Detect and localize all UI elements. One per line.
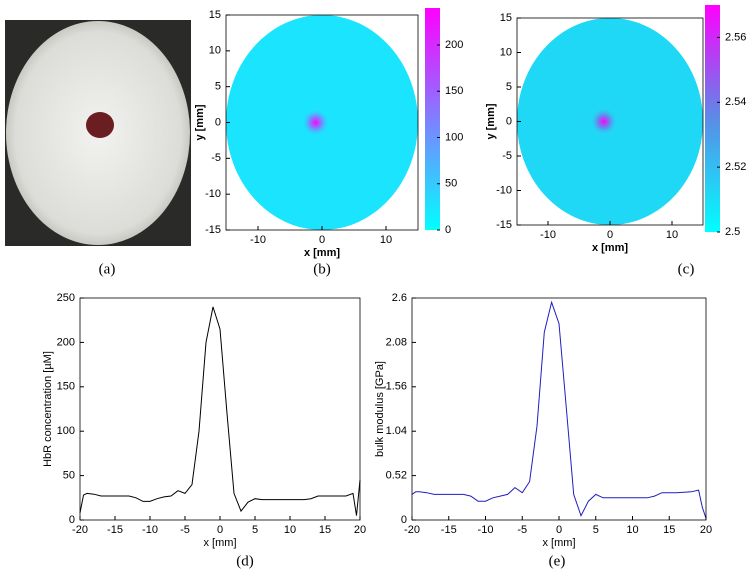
- x-tick-label: 20: [354, 524, 366, 536]
- x-tick-label: -20: [72, 524, 88, 536]
- y-tick-label: 15: [500, 12, 512, 24]
- colorbar-tick-label: 2.56: [725, 31, 746, 43]
- x-tick-label: -10: [250, 234, 266, 246]
- x-tick-label: 20: [700, 524, 712, 536]
- x-tick-label: -20: [404, 524, 420, 536]
- y-tick-label: 250: [57, 292, 75, 304]
- colorbar: [425, 8, 440, 230]
- colorbar-tick-label: 2.54: [725, 96, 746, 108]
- x-tick-label: -5: [180, 524, 190, 536]
- y-axis-label: bulk modulus [GPa]: [374, 361, 386, 457]
- caption: (c): [678, 261, 695, 277]
- y-tick-label: 0: [401, 514, 407, 526]
- data-line: [411, 300, 707, 519]
- caption: (a): [99, 261, 116, 277]
- x-tick-label: 0: [607, 229, 613, 241]
- y-tick-label: 200: [57, 336, 75, 348]
- colorbar-tick-label: 0: [445, 224, 451, 236]
- peak-spot: [589, 107, 618, 136]
- x-axis-label: x [mm]: [543, 537, 576, 549]
- x-tick-label: 10: [666, 229, 678, 241]
- y-tick-label: 100: [57, 425, 75, 437]
- y-tick-label: 50: [63, 470, 75, 482]
- y-axis-label: y [mm]: [194, 104, 206, 140]
- colorbar-tick-label: 2.52: [725, 161, 746, 173]
- x-axis-label: x [mm]: [204, 537, 237, 549]
- y-tick-label: 0: [69, 514, 75, 526]
- y-tick-label: -5: [502, 150, 512, 162]
- x-tick-label: 0: [217, 524, 223, 536]
- inclusion: [86, 112, 114, 138]
- x-tick-label: 5: [252, 524, 258, 536]
- y-tick-label: 0: [215, 116, 221, 128]
- y-tick-label: 2.6: [392, 292, 407, 304]
- y-tick-label: 2.08: [386, 336, 407, 348]
- peak-spot: [301, 108, 330, 137]
- x-tick-label: 10: [380, 234, 392, 246]
- x-axis-label: x [mm]: [592, 242, 628, 254]
- caption: (e): [549, 553, 566, 569]
- y-tick-label: 1.04: [386, 425, 407, 437]
- y-tick-label: -15: [205, 224, 221, 236]
- x-tick-label: 15: [663, 524, 675, 536]
- x-tick-label: 0: [556, 524, 562, 536]
- y-tick-label: -10: [205, 188, 221, 200]
- axes-box: [411, 297, 707, 521]
- y-axis-label: y [mm]: [485, 103, 497, 139]
- y-tick-label: 10: [500, 46, 512, 58]
- x-tick-label: -15: [441, 524, 457, 536]
- y-tick-label: 15: [209, 9, 221, 21]
- y-tick-label: 10: [209, 45, 221, 57]
- x-tick-label: -5: [517, 524, 527, 536]
- x-axis-label: x [mm]: [304, 247, 340, 259]
- x-tick-label: 5: [593, 524, 599, 536]
- x-tick-label: 15: [319, 524, 331, 536]
- y-axis-label: HbR concentration [µM]: [42, 351, 54, 467]
- colorbar: [705, 5, 720, 232]
- colorbar-tick-label: 2.5: [725, 226, 740, 238]
- x-tick-label: 10: [284, 524, 296, 536]
- x-tick-label: -15: [107, 524, 123, 536]
- x-tick-label: 0: [319, 234, 325, 246]
- y-tick-label: -5: [211, 152, 221, 164]
- photo: (a): [5, 20, 191, 277]
- y-tick-label: 150: [57, 381, 75, 393]
- colorbar-tick-label: 200: [445, 39, 463, 51]
- x-tick-label: 10: [626, 524, 638, 536]
- y-tick-label: -15: [496, 219, 512, 231]
- data-line: [79, 306, 361, 516]
- x-tick-label: -10: [142, 524, 158, 536]
- y-tick-label: 0.52: [386, 470, 407, 482]
- y-tick-label: 5: [215, 81, 221, 93]
- y-tick-label: 1.56: [386, 381, 407, 393]
- y-tick-label: 0: [506, 115, 512, 127]
- caption: (b): [313, 261, 331, 277]
- colorbar-tick-label: 100: [445, 131, 463, 143]
- x-tick-label: -10: [478, 524, 494, 536]
- caption: (d): [236, 553, 254, 569]
- y-tick-label: 5: [506, 81, 512, 93]
- y-tick-label: -10: [496, 184, 512, 196]
- colorbar-tick-label: 50: [445, 178, 457, 190]
- colorbar-tick-label: 150: [445, 85, 463, 97]
- x-tick-label: -10: [540, 229, 556, 241]
